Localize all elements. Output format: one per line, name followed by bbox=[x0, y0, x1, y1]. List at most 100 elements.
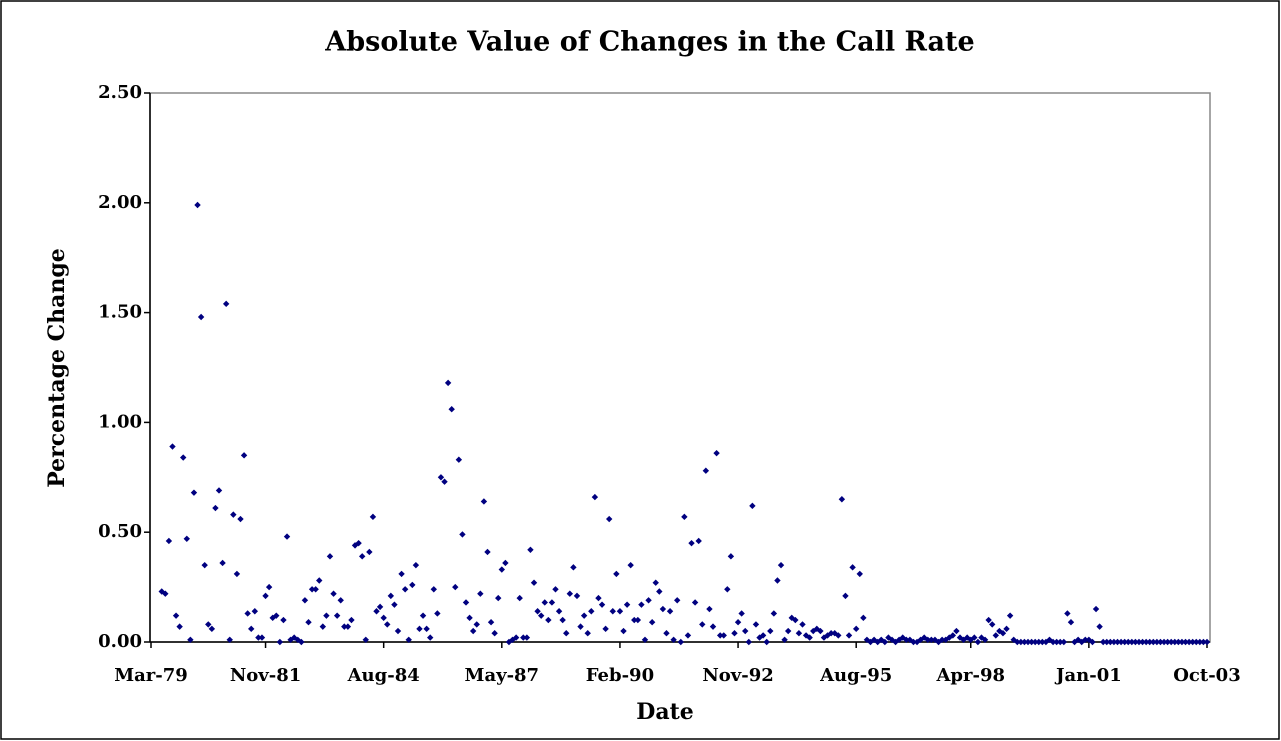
point bbox=[416, 625, 423, 633]
point bbox=[512, 634, 520, 641]
point bbox=[577, 623, 584, 630]
point bbox=[233, 570, 241, 578]
point bbox=[734, 619, 742, 626]
point bbox=[1092, 605, 1100, 613]
point bbox=[820, 634, 828, 641]
y-tick-label: 0.50 bbox=[98, 521, 142, 542]
point bbox=[1074, 636, 1082, 644]
point bbox=[573, 592, 581, 600]
point bbox=[956, 634, 964, 641]
point bbox=[444, 379, 452, 387]
point bbox=[473, 621, 480, 628]
point bbox=[888, 636, 896, 644]
point bbox=[595, 594, 602, 602]
point bbox=[1142, 638, 1150, 646]
point bbox=[720, 632, 727, 639]
point bbox=[777, 561, 785, 569]
point bbox=[1082, 636, 1089, 644]
point bbox=[659, 605, 667, 613]
x-tick-label: Nov-92 bbox=[702, 665, 773, 686]
point bbox=[591, 493, 599, 501]
point bbox=[283, 533, 291, 540]
point bbox=[376, 603, 384, 611]
point bbox=[981, 636, 989, 644]
point bbox=[380, 614, 387, 622]
point bbox=[817, 627, 824, 635]
point bbox=[469, 627, 477, 635]
point bbox=[1125, 638, 1132, 646]
point bbox=[448, 406, 455, 413]
point bbox=[860, 614, 867, 622]
point bbox=[480, 498, 488, 505]
point bbox=[1200, 638, 1207, 646]
point bbox=[960, 636, 967, 644]
point bbox=[423, 625, 430, 633]
point bbox=[699, 621, 706, 628]
y-tick-label: 2.00 bbox=[98, 192, 142, 213]
point bbox=[770, 610, 778, 617]
point bbox=[706, 605, 713, 613]
point bbox=[792, 616, 799, 624]
point bbox=[520, 634, 527, 641]
point bbox=[208, 625, 216, 633]
point bbox=[713, 449, 720, 457]
point bbox=[1046, 636, 1053, 644]
point bbox=[784, 627, 792, 635]
point bbox=[541, 599, 548, 606]
point bbox=[255, 634, 262, 641]
x-tick-label: Oct-03 bbox=[1173, 665, 1240, 686]
point bbox=[602, 625, 609, 633]
point bbox=[552, 586, 559, 593]
point bbox=[1107, 638, 1114, 646]
point bbox=[409, 581, 416, 589]
point bbox=[230, 511, 237, 518]
point bbox=[1157, 638, 1164, 646]
point bbox=[616, 608, 624, 615]
point bbox=[903, 636, 910, 644]
point bbox=[258, 634, 266, 641]
point bbox=[656, 588, 663, 595]
point bbox=[899, 634, 906, 641]
point bbox=[180, 454, 187, 461]
point bbox=[430, 586, 437, 593]
point bbox=[666, 608, 674, 615]
point bbox=[1189, 638, 1196, 646]
point bbox=[1010, 636, 1017, 644]
point bbox=[344, 623, 352, 630]
point bbox=[1178, 638, 1186, 646]
point bbox=[362, 636, 369, 644]
point bbox=[1031, 638, 1039, 646]
point bbox=[974, 638, 982, 646]
point bbox=[1006, 612, 1014, 619]
point bbox=[1067, 619, 1075, 626]
point bbox=[337, 597, 344, 604]
point bbox=[759, 632, 767, 639]
point bbox=[799, 621, 806, 628]
point bbox=[308, 586, 316, 593]
point bbox=[459, 531, 466, 538]
point bbox=[938, 636, 946, 644]
point bbox=[280, 616, 287, 624]
point bbox=[605, 515, 613, 523]
point bbox=[384, 621, 391, 628]
point bbox=[348, 616, 355, 624]
point bbox=[1164, 638, 1171, 646]
point bbox=[928, 636, 935, 644]
point bbox=[609, 608, 616, 615]
point bbox=[215, 487, 223, 494]
x-tick-label: Feb-90 bbox=[586, 665, 654, 686]
point bbox=[863, 636, 871, 644]
point bbox=[169, 443, 176, 450]
point bbox=[523, 634, 531, 641]
point bbox=[570, 564, 577, 571]
point bbox=[183, 535, 190, 542]
point bbox=[738, 610, 745, 617]
point bbox=[917, 636, 924, 644]
point bbox=[369, 513, 377, 521]
point bbox=[910, 638, 917, 646]
y-tick-label: 1.00 bbox=[98, 411, 142, 432]
point bbox=[401, 586, 409, 593]
point bbox=[763, 638, 770, 646]
point bbox=[1057, 638, 1064, 646]
point bbox=[1135, 638, 1143, 646]
